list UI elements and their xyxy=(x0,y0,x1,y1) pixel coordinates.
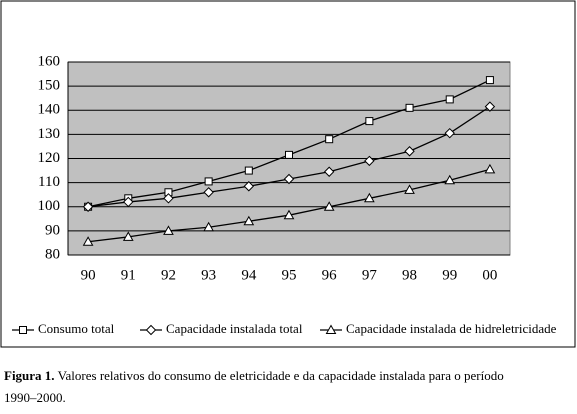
marker xyxy=(203,187,214,198)
marker xyxy=(145,324,157,336)
marker xyxy=(444,174,456,185)
x-tick-label: 98 xyxy=(402,267,417,283)
x-tick-label: 96 xyxy=(322,267,338,283)
marker xyxy=(484,163,496,174)
marker xyxy=(285,150,293,159)
y-tick-label: 160 xyxy=(38,53,61,69)
marker xyxy=(484,101,496,112)
y-tick-label: 100 xyxy=(38,198,61,214)
y-tick-label: 140 xyxy=(38,102,61,118)
marker xyxy=(163,193,174,204)
x-tick-label: 99 xyxy=(442,267,457,283)
marker xyxy=(325,135,334,144)
marker xyxy=(204,177,213,186)
marker xyxy=(485,76,494,85)
x-tick-label: 93 xyxy=(201,267,216,283)
marker xyxy=(203,221,214,232)
marker xyxy=(243,181,255,192)
y-tick-label: 120 xyxy=(38,150,61,166)
marker xyxy=(244,166,253,175)
marker xyxy=(404,146,415,157)
caption: Figura 1. Valores relativos do consumo d… xyxy=(4,365,504,409)
marker xyxy=(323,201,335,211)
marker xyxy=(82,201,94,212)
marker xyxy=(364,192,375,203)
y-tick-label: 80 xyxy=(45,246,60,262)
marker xyxy=(404,184,415,194)
marker xyxy=(323,166,335,177)
marker xyxy=(445,95,454,104)
marker xyxy=(405,103,414,112)
y-tick-label: 150 xyxy=(38,78,61,94)
legend-label: Capacidade instalada total xyxy=(166,321,303,336)
y-tick-label: 90 xyxy=(45,222,60,238)
caption-label: Figura 1. xyxy=(4,368,55,383)
marker xyxy=(243,215,255,226)
chart: 80 90 100 110 120 130 140 150 160 90 91 92 93 94 95 96 9… xyxy=(0,0,576,348)
marker xyxy=(364,155,375,167)
x-tick-label: 00 xyxy=(482,267,497,283)
y-tick-label: 130 xyxy=(38,126,61,142)
marker xyxy=(365,117,374,126)
chart-frame xyxy=(0,0,576,348)
marker xyxy=(122,231,134,241)
marker xyxy=(444,127,455,139)
marker xyxy=(283,173,295,185)
y-tick-label: 110 xyxy=(38,174,60,190)
marker xyxy=(283,209,295,220)
x-tick-label: 91 xyxy=(121,267,136,283)
x-tick-label: 94 xyxy=(241,267,257,283)
caption-text: Valores relativos do consumo de eletrici… xyxy=(4,368,504,405)
marker xyxy=(325,324,337,334)
legend-label: Capacidade instalada de hidreletricidade xyxy=(346,321,557,336)
x-tick-label: 90 xyxy=(81,267,96,283)
x-tick-label: 97 xyxy=(362,267,378,283)
x-tick-label: 92 xyxy=(161,267,176,283)
x-tick-label: 95 xyxy=(282,267,297,283)
marker xyxy=(123,196,134,208)
legend-label: Consumo total xyxy=(38,321,115,336)
marker xyxy=(82,236,94,246)
marker xyxy=(19,326,27,334)
marker xyxy=(163,225,174,235)
